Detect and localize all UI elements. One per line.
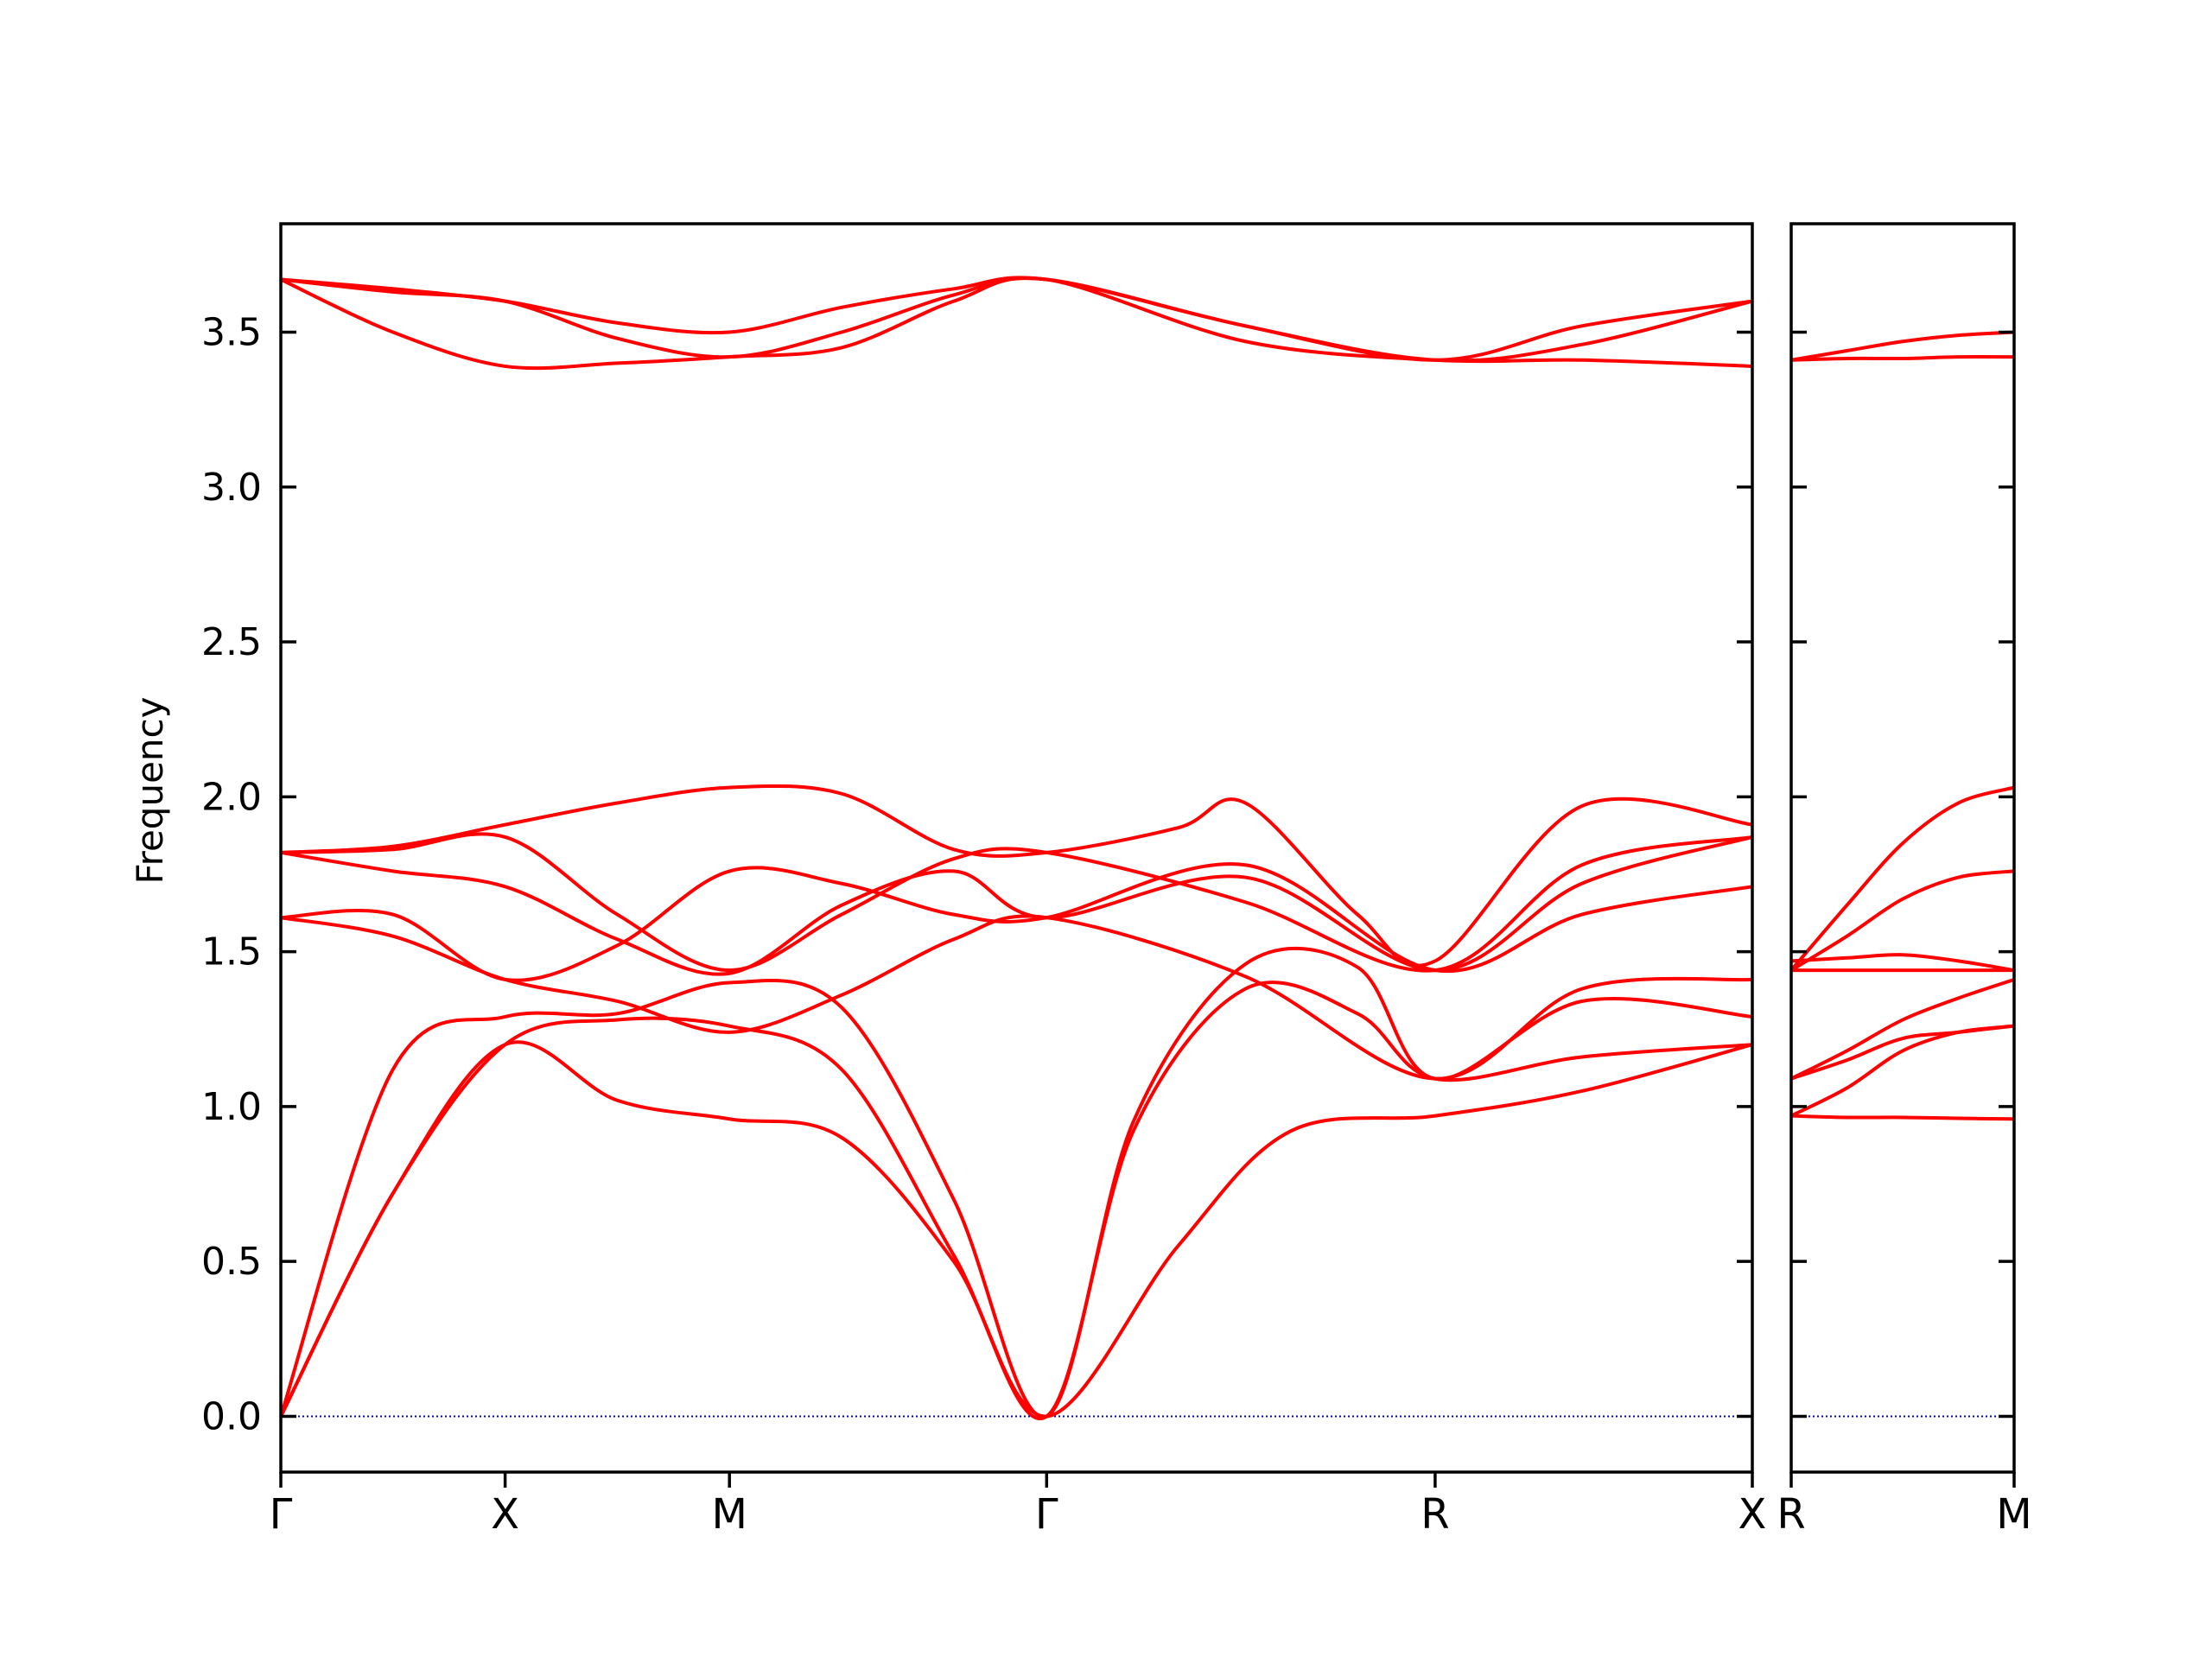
axes-layer [279,222,2016,1474]
band-line-8 [1791,953,2014,973]
x-tick-label-Γ: Γ [1035,1490,1058,1539]
band-line-9 [1791,355,2014,362]
x-tick-label-R: R [1777,1490,1805,1539]
x-tick-label-Γ: Γ [270,1490,293,1539]
y-tick-label: 3.5 [201,310,262,354]
y-tick-label: 0.0 [201,1394,262,1438]
y-tick-label: 1.0 [201,1085,262,1129]
band-line-10 [1791,330,2014,362]
panel-2-bands [1791,330,2014,1418]
y-tick-label: 2.0 [201,775,262,819]
band-line-5 [281,862,1752,982]
band-line-2 [281,981,1752,1420]
panel-1-frame [279,222,1754,1474]
bands-layer [281,276,2014,1420]
x-tick-label-M: M [711,1490,747,1539]
band-line-4 [281,914,1752,1081]
band-line-6 [1791,869,2014,973]
x-tick-label-M: M [1996,1490,2031,1539]
band-line-1 [281,1040,1752,1419]
y-axis-label: Frequency [129,697,171,885]
band-line-3 [1791,1024,2014,1081]
band-line-1 [1791,1114,2014,1121]
panel-1-bands [281,276,1752,1420]
ticks-layer: 0.00.51.01.52.02.53.03.5Γ X M Γ R X R M [201,310,2032,1539]
band-line-8 [281,784,1752,968]
band-line-7 [1791,785,2014,973]
band-line-6 [281,835,1752,976]
x-tick-label-X: X [491,1490,519,1539]
x-tick-label-X: X [1738,1490,1767,1539]
band-line-7 [281,832,1752,973]
band-line-11 [281,276,1752,362]
y-tick-label: 0.5 [201,1240,262,1284]
y-tick-label: 3.0 [201,466,262,510]
panel-2-frame [1789,222,2016,1474]
y-tick-label: 1.5 [201,930,262,974]
y-tick-label: 2.5 [201,620,262,664]
band-line-10 [281,276,1752,363]
band-line-3 [281,946,1752,1419]
x-tick-label-R: R [1421,1490,1449,1539]
band-line-4 [1791,977,2014,1081]
